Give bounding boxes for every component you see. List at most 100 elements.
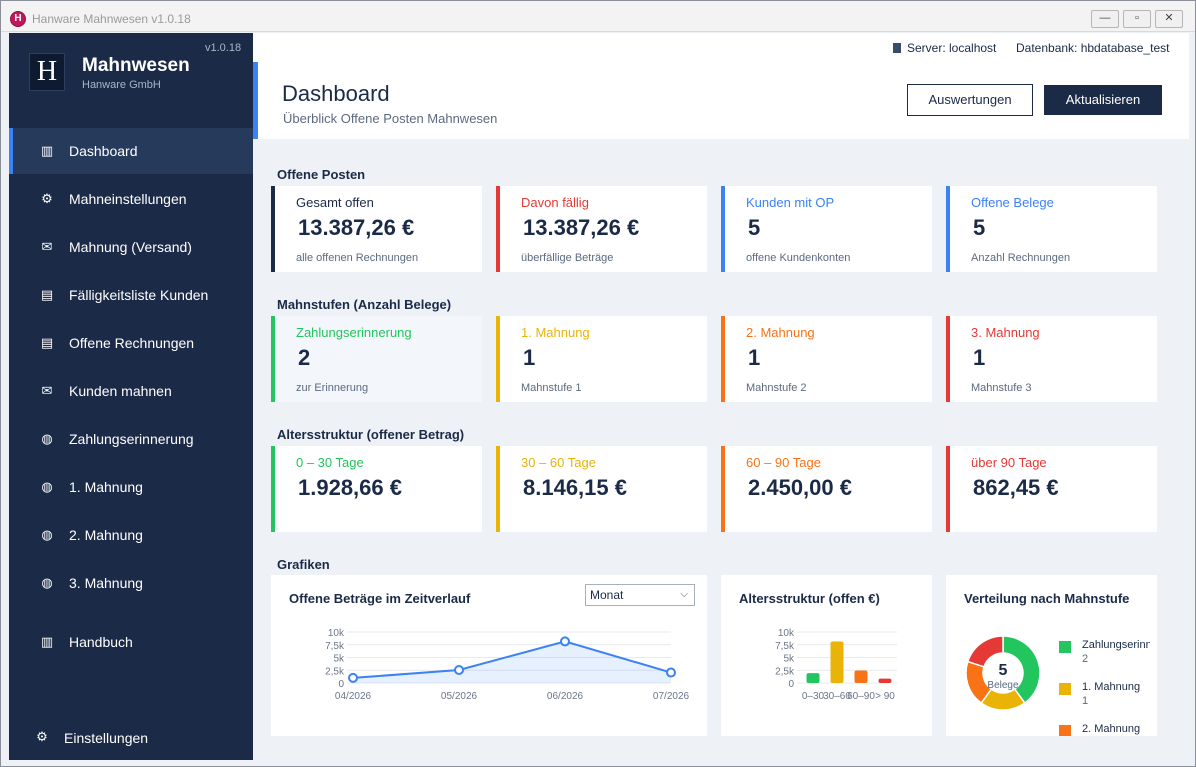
card-accent-bar	[946, 446, 950, 532]
card-value: 5	[748, 215, 761, 240]
card-label: 2. Mahnung	[746, 325, 815, 340]
card-caption: zur Erinnerung	[296, 382, 369, 394]
sidebar-item-label: Handbuch	[69, 634, 133, 650]
card-accent-bar	[271, 186, 275, 272]
x-tick-label: 05/2026	[441, 691, 478, 702]
sidebar-item-mahnung-2[interactable]: ◍ 2. Mahnung	[9, 512, 253, 558]
donut-slice	[1002, 635, 1041, 704]
card-value: 5	[973, 215, 986, 240]
sidebar-item-mahnung-versand[interactable]: ✉ Mahnung (Versand)	[9, 224, 253, 270]
chevron-down-icon: ⌵	[680, 589, 688, 600]
card-accent-bar	[496, 446, 500, 532]
x-tick-label: > 90	[875, 691, 895, 702]
card-label: 3. Mahnung	[971, 325, 1040, 340]
sidebar-item-mahnung-3[interactable]: ◍ 3. Mahnung	[9, 560, 253, 606]
database-info: Datenbank: hbdatabase_test	[1016, 41, 1170, 55]
close-button[interactable]: ✕	[1155, 10, 1183, 28]
reminder-circle-icon: ◍	[41, 479, 53, 494]
chart-title: Verteilung nach Mahnstufe	[964, 591, 1130, 606]
page-title: Dashboard	[282, 81, 390, 106]
bar	[830, 641, 844, 683]
aging-card: 30 – 60 Tage 8.146,15 €	[496, 446, 707, 532]
refresh-button[interactable]: Aktualisieren	[1044, 85, 1162, 115]
card-label: Zahlungserinnerung	[296, 325, 412, 340]
sidebar-item-offene-rechnungen[interactable]: ▤ Offene Rechnungen	[9, 320, 253, 366]
card-caption: Mahnstufe 2	[746, 382, 807, 394]
card-value: 2.450,00 €	[748, 475, 852, 500]
x-tick-label: 07/2026	[653, 691, 690, 702]
version-label: v1.0.18	[205, 42, 242, 54]
maximize-button[interactable]: ▫	[1123, 10, 1151, 28]
aging-card: über 90 Tage 862,45 €	[946, 446, 1157, 532]
open-items-card: Offene Belege 5 Anzahl Rechnungen	[946, 186, 1157, 272]
series-area	[353, 641, 671, 683]
card-value: 8.146,15 €	[523, 475, 627, 500]
card-value: 1	[973, 345, 986, 370]
y-tick-label: 0	[788, 679, 794, 690]
card-label: 1. Mahnung	[521, 325, 590, 340]
sidebar-item-mahnung-1[interactable]: ◍ 1. Mahnung	[9, 464, 253, 510]
period-select[interactable]: Monat ⌵	[585, 584, 695, 606]
y-tick-label: 2,5k	[775, 666, 795, 677]
sidebar-item-kunden-mahnen[interactable]: ✉ Kunden mahnen	[9, 368, 253, 414]
donut-slice	[966, 635, 1004, 668]
sidebar-item-faelligkeitsliste[interactable]: ▤ Fälligkeitsliste Kunden	[9, 272, 253, 318]
data-point	[666, 667, 676, 678]
card-value: 13.387,26 €	[523, 215, 640, 240]
sidebar-item-handbuch[interactable]: ▥ Handbuch	[9, 619, 253, 665]
minimize-button[interactable]: —	[1091, 10, 1119, 28]
sidebar-item-label: Mahneinstellungen	[69, 191, 187, 207]
x-tick-label: 06/2026	[547, 691, 584, 702]
open-items-card: Gesamt offen 13.387,26 € alle offenen Rech…	[271, 186, 482, 272]
card-accent-bar	[946, 316, 950, 402]
card-accent-bar	[721, 186, 725, 272]
sidebar-item-zahlungserinnerung[interactable]: ◍ Zahlungserinnerung	[9, 416, 253, 462]
legend-label: 2. Mahnung	[1082, 723, 1141, 735]
card-label: Gesamt offen	[296, 195, 374, 210]
period-select-value: Monat	[590, 588, 624, 602]
legend-swatch	[1059, 683, 1071, 695]
dunning-level-card: 1. Mahnung 1 Mahnstufe 1	[496, 316, 707, 402]
donut-center-label: Belege	[987, 680, 1019, 691]
y-tick-label: 10k	[778, 628, 795, 639]
x-tick-label: 0–30	[802, 691, 825, 702]
distribution-chart-card: Verteilung nach Mahnstufe 5 Belege Zahlun…	[946, 575, 1157, 736]
card-value: 1	[523, 345, 536, 370]
y-tick-label: 7,5k	[775, 641, 795, 652]
gear-icon: ⚙	[41, 191, 53, 206]
sidebar-item-dashboard[interactable]: ▥ Dashboard	[9, 128, 253, 174]
brand-title: Mahnwesen	[82, 55, 190, 76]
card-label: Offene Belege	[971, 195, 1054, 210]
section-title-open-items: Offene Posten	[277, 167, 366, 182]
section-title-aging: Altersstruktur (offener Betrag)	[277, 427, 465, 442]
card-accent-bar	[946, 186, 950, 272]
server-info: Server: localhost	[893, 41, 996, 55]
reports-button[interactable]: Auswertungen	[907, 84, 1033, 116]
donut-legend: Zahlungserinnerung 2 1. Mahnung 1 2. Mahnung	[946, 575, 1157, 736]
chart-title: Altersstruktur (offen €)	[739, 591, 880, 606]
data-point	[454, 664, 464, 675]
x-tick-label: 30–60	[823, 691, 851, 702]
sidebar-item-einstellungen[interactable]: ⚙ Einstellungen	[9, 723, 253, 753]
series-line	[352, 640, 672, 679]
sidebar-item-mahneinstellungen[interactable]: ⚙ Mahneinstellungen	[9, 176, 253, 222]
card-accent-bar	[721, 316, 725, 402]
envelope-icon: ✉	[41, 239, 53, 254]
dunning-level-card: Zahlungserinnerung 2 zur Erinnerung	[271, 316, 482, 402]
card-caption: Mahnstufe 1	[521, 382, 582, 394]
card-label: Davon fällig	[521, 195, 589, 210]
card-accent-bar	[496, 316, 500, 402]
bar	[878, 678, 892, 683]
legend-swatch	[1059, 641, 1071, 653]
card-caption: Mahnstufe 3	[971, 382, 1032, 394]
aging-chart-card: Altersstruktur (offen €) 0 2,5k 5k 7,5k 10k 0…	[721, 575, 932, 736]
sidebar-item-label: Mahnung (Versand)	[69, 239, 192, 255]
title-bar: H Hanware Mahnwesen v1.0.18 — ▫ ✕	[1, 1, 1195, 32]
x-tick-label: 60–90	[847, 691, 875, 702]
legend-count: 1	[1082, 695, 1089, 707]
legend-count: 2	[1082, 653, 1089, 665]
database-icon	[893, 43, 901, 53]
book-icon: ▥	[40, 634, 54, 649]
card-label: Kunden mit OP	[746, 195, 835, 210]
y-tick-label: 2,5k	[325, 666, 345, 677]
